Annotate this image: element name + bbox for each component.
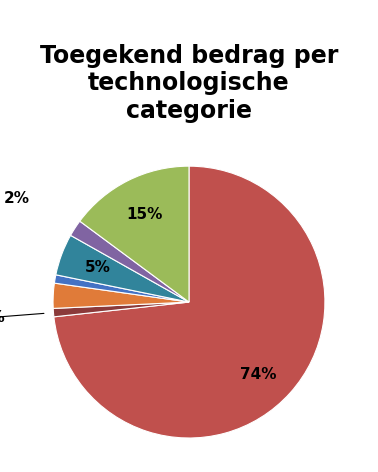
Text: 74%: 74% xyxy=(240,367,277,382)
Wedge shape xyxy=(71,221,189,302)
Wedge shape xyxy=(53,283,189,308)
Text: 5%: 5% xyxy=(84,261,110,275)
Text: 2%: 2% xyxy=(3,191,29,206)
Wedge shape xyxy=(54,166,325,438)
Wedge shape xyxy=(56,236,189,302)
Text: 1%: 1% xyxy=(0,310,5,325)
Wedge shape xyxy=(54,275,189,302)
Text: 15%: 15% xyxy=(127,207,163,222)
Wedge shape xyxy=(80,166,189,302)
Wedge shape xyxy=(53,302,189,317)
Title: Toegekend bedrag per
technologische
categorie: Toegekend bedrag per technologische cate… xyxy=(40,44,338,123)
